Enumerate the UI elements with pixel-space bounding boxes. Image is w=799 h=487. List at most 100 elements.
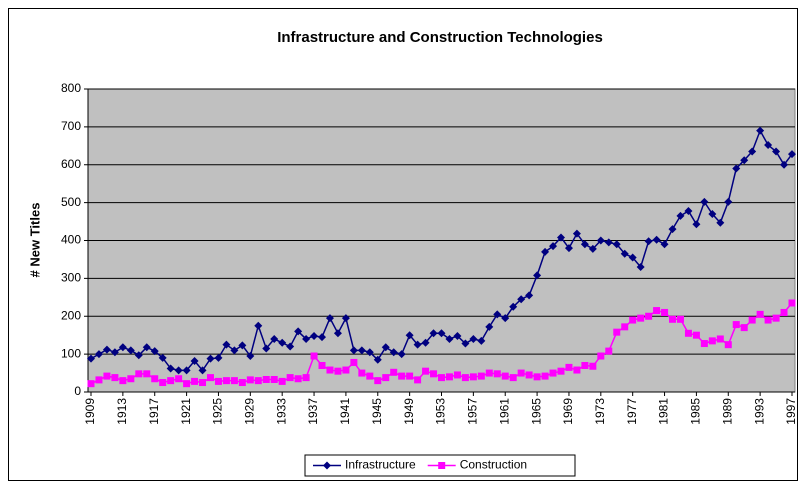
data-point xyxy=(772,147,781,156)
data-point xyxy=(127,375,135,383)
y-tick-label: 300 xyxy=(61,271,81,285)
x-tick-label: 1973 xyxy=(593,398,607,425)
data-point xyxy=(94,350,103,359)
data-point xyxy=(724,341,732,349)
data-point xyxy=(198,366,207,375)
data-point xyxy=(612,240,621,249)
data-point xyxy=(134,351,143,360)
data-point xyxy=(676,315,684,323)
data-point xyxy=(342,366,350,374)
data-point xyxy=(485,369,493,377)
data-point xyxy=(429,329,438,338)
data-point xyxy=(556,233,565,242)
data-point xyxy=(485,322,494,331)
data-point xyxy=(182,366,191,375)
data-point xyxy=(286,374,294,382)
data-point xyxy=(254,377,262,385)
data-point xyxy=(572,229,581,238)
data-point xyxy=(533,271,542,280)
data-point xyxy=(389,348,398,357)
data-point xyxy=(756,310,764,318)
data-point xyxy=(318,333,327,342)
data-point xyxy=(692,220,701,229)
data-point xyxy=(365,348,374,357)
data-point xyxy=(564,244,573,253)
x-tick-label: 1985 xyxy=(689,398,703,425)
data-point xyxy=(620,249,629,258)
data-point xyxy=(110,348,119,357)
data-point xyxy=(445,373,453,381)
data-point xyxy=(118,343,127,352)
data-point xyxy=(605,347,613,355)
y-tick-label: 400 xyxy=(61,233,81,247)
data-point xyxy=(166,364,175,373)
x-tick-label: 1921 xyxy=(179,398,193,425)
data-point xyxy=(421,338,430,347)
data-point xyxy=(397,350,406,359)
data-point xyxy=(788,299,796,307)
data-point xyxy=(732,321,740,329)
data-point xyxy=(191,377,199,385)
x-tick-label: 1941 xyxy=(338,398,352,425)
data-point xyxy=(398,372,406,380)
data-point xyxy=(373,355,382,364)
data-point xyxy=(381,343,390,352)
data-point xyxy=(246,376,254,384)
data-point xyxy=(206,374,214,382)
data-point xyxy=(549,242,558,251)
data-point xyxy=(254,321,263,330)
data-point xyxy=(780,308,788,316)
x-tick-label: 1981 xyxy=(657,398,671,425)
data-point xyxy=(230,377,238,385)
data-point xyxy=(453,331,462,340)
legend-label: Construction xyxy=(460,458,527,472)
data-point xyxy=(302,374,310,382)
x-tick-label: 1969 xyxy=(561,398,575,425)
data-point xyxy=(764,141,773,150)
y-tick-label: 200 xyxy=(61,308,81,322)
x-tick-label: 1949 xyxy=(402,398,416,425)
data-point xyxy=(278,338,287,347)
x-tick-label: 1933 xyxy=(274,398,288,425)
x-tick-label: 1937 xyxy=(306,398,320,425)
data-point xyxy=(103,372,111,380)
data-point xyxy=(270,376,278,384)
data-point xyxy=(668,225,677,234)
data-point xyxy=(501,372,509,380)
x-tick-label: 1913 xyxy=(115,398,129,425)
data-point xyxy=(286,342,295,351)
x-tick-label: 1961 xyxy=(497,398,511,425)
data-point xyxy=(405,331,414,340)
data-point xyxy=(390,368,398,376)
data-point xyxy=(700,340,708,348)
x-tick-label: 1993 xyxy=(752,398,766,425)
data-point xyxy=(549,369,557,377)
data-point xyxy=(87,380,95,388)
x-tick-label: 1917 xyxy=(147,398,161,425)
data-point xyxy=(325,314,334,323)
data-point xyxy=(294,327,303,336)
data-point xyxy=(222,340,231,349)
data-point xyxy=(748,316,756,324)
data-point xyxy=(318,361,326,369)
data-point xyxy=(341,314,350,323)
data-point xyxy=(119,377,127,385)
data-point xyxy=(533,373,541,381)
y-tick-label: 600 xyxy=(61,157,81,171)
data-point xyxy=(780,160,789,169)
data-point xyxy=(636,263,645,272)
data-point xyxy=(159,379,167,387)
data-point xyxy=(565,363,573,371)
x-tick-label: 1965 xyxy=(529,398,543,425)
data-point xyxy=(461,374,469,382)
x-tick-label: 1925 xyxy=(211,398,225,425)
data-point xyxy=(143,370,151,378)
data-point xyxy=(230,346,239,355)
data-point xyxy=(469,334,478,343)
data-point xyxy=(174,366,183,375)
data-point xyxy=(334,367,342,375)
data-point xyxy=(684,329,692,337)
data-point xyxy=(724,197,733,206)
data-point xyxy=(493,370,501,378)
data-point xyxy=(151,375,159,383)
